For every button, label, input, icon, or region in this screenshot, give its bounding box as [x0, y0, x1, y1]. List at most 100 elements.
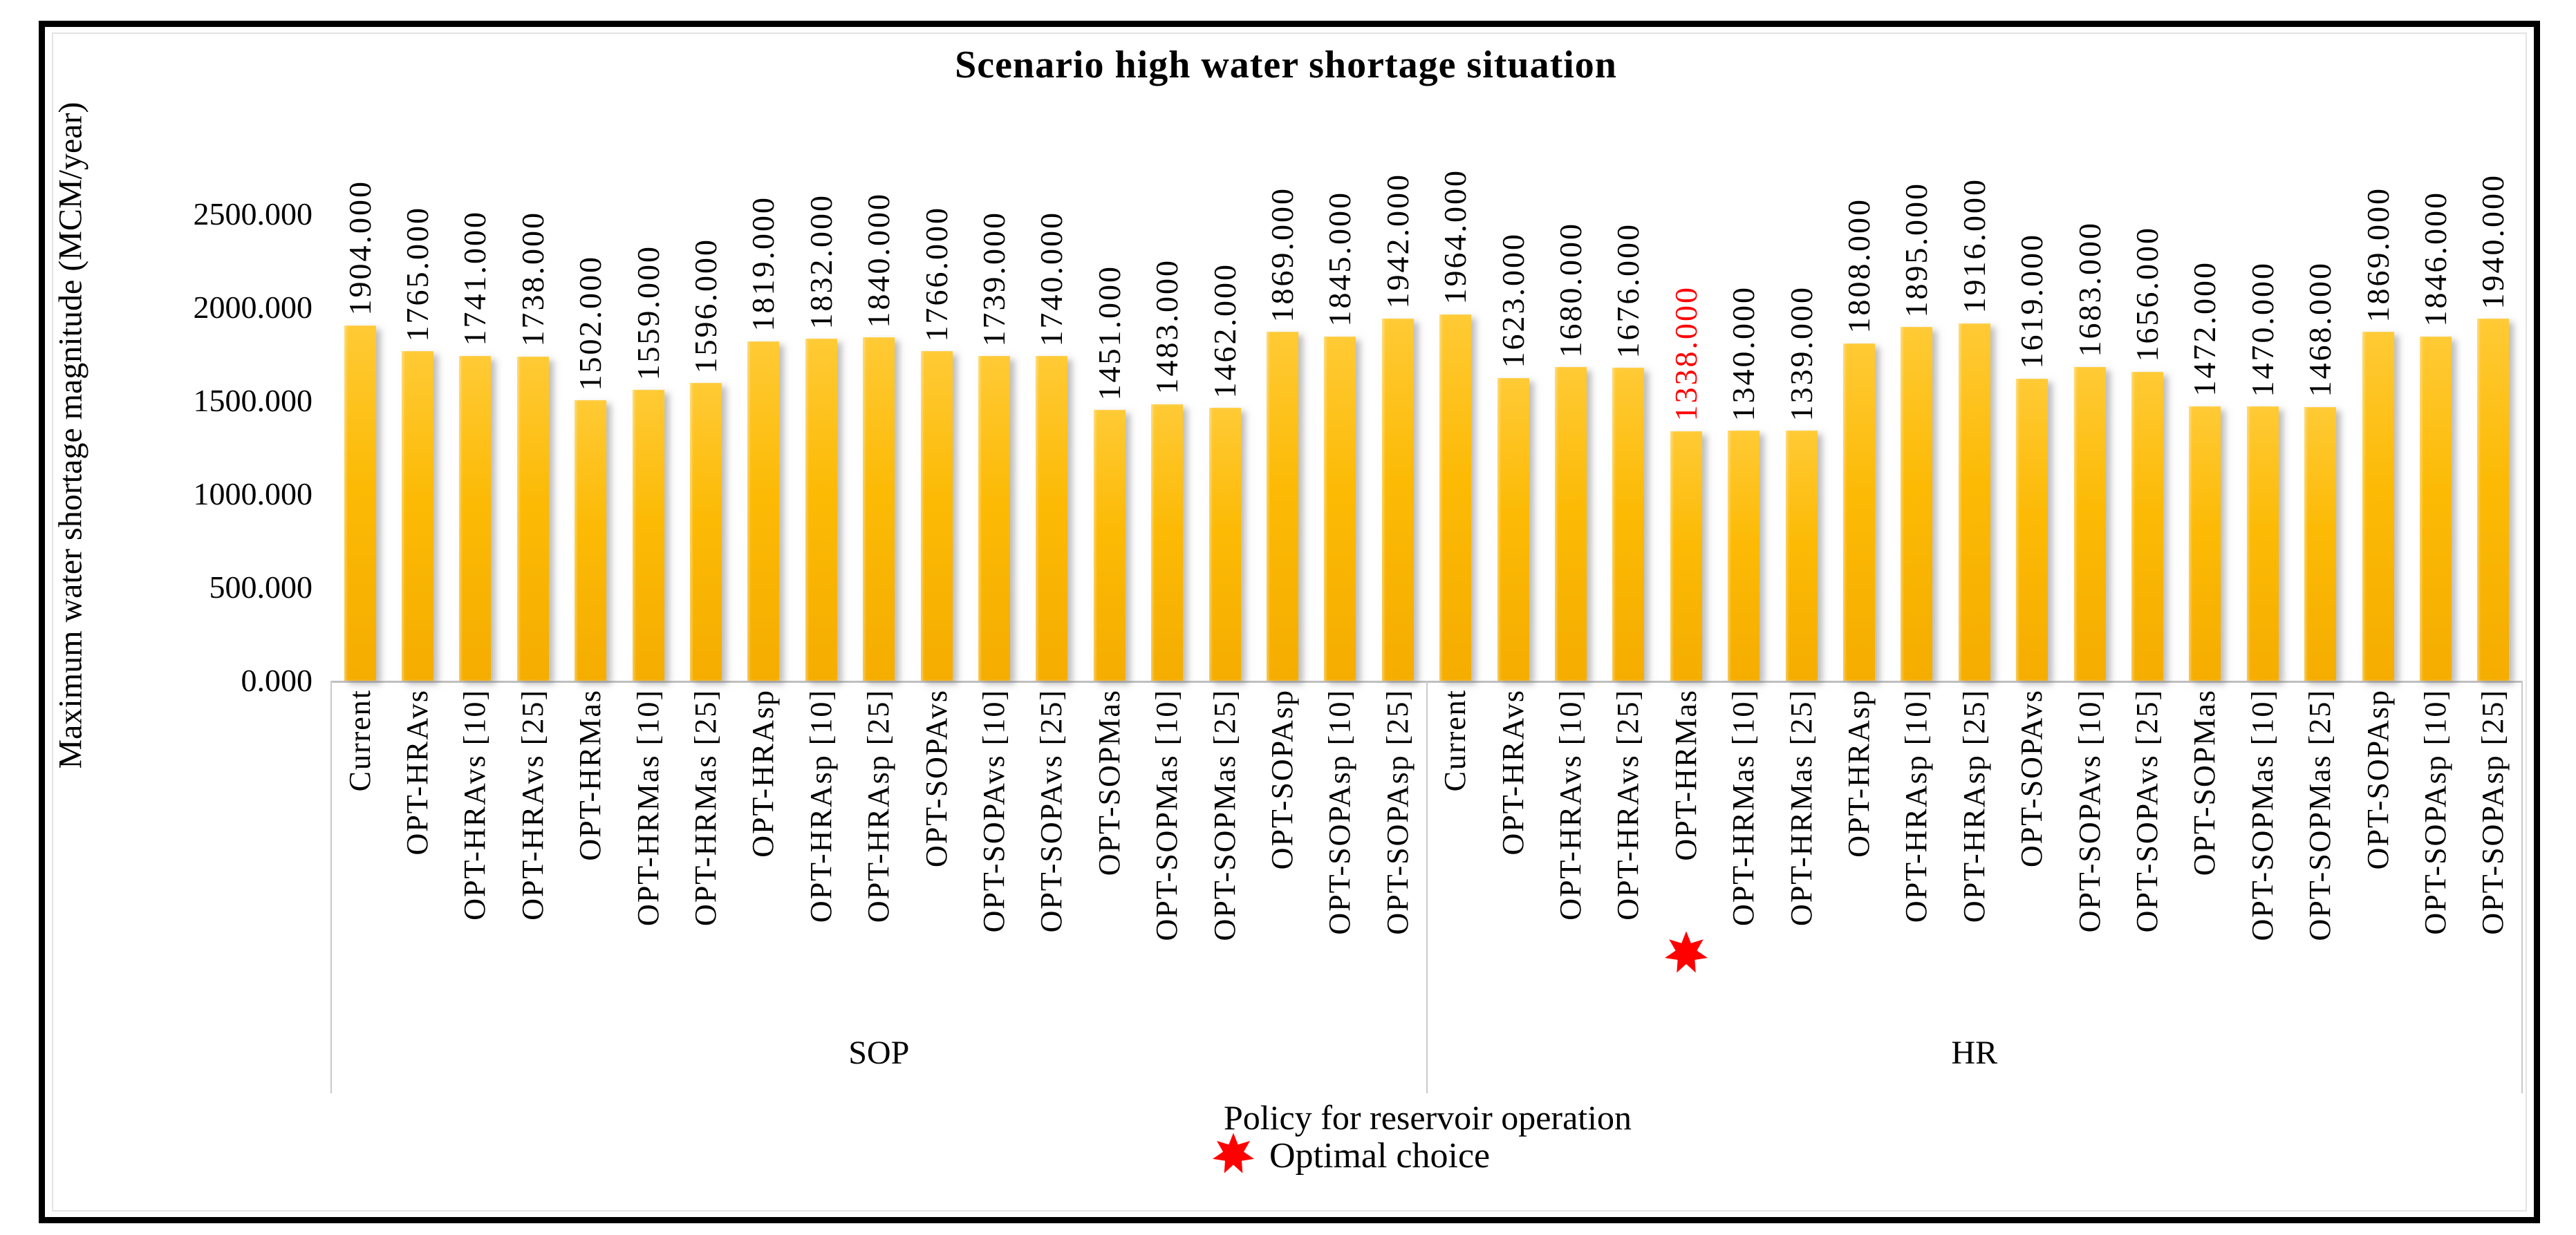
bar-value-label: 1964.000	[1437, 169, 1473, 305]
category-label: OPT-SOPAvs [10]	[2072, 689, 2107, 933]
category-label: OPT-SOPAsp [10]	[1323, 689, 1357, 935]
bar	[863, 337, 895, 681]
bar	[1497, 377, 1529, 681]
category-label: OPT-SOPMas [10]	[1150, 689, 1184, 941]
bar-value-label: 1845.000	[1322, 191, 1358, 327]
category-label: OPT-HRAsp	[1841, 689, 1876, 858]
bar	[516, 356, 549, 681]
y-tick-label: 2000.000	[193, 290, 313, 325]
bar-value-label: 1819.000	[745, 196, 781, 332]
bar	[2304, 406, 2337, 681]
bar-value-label: 1676.000	[1610, 222, 1646, 359]
bar-value-label: 1502.000	[572, 254, 608, 391]
bar	[1728, 431, 1760, 681]
bar-value-label: 1680.000	[1552, 221, 1588, 358]
bar	[1093, 410, 1126, 681]
bar-value-label: 1846.000	[2417, 191, 2453, 327]
bar-value-label: 1766.000	[918, 205, 954, 342]
category-label: OPT-HRAvs [10]	[1553, 689, 1587, 921]
bar	[1612, 368, 1645, 681]
bar	[978, 356, 1011, 681]
category-label: OPT-SOPAvs [25]	[1034, 689, 1069, 933]
category-axis-divider	[2521, 681, 2523, 1093]
bar-value-label-optimal: 1338.000	[1668, 285, 1704, 422]
category-label: OPT-HRAvs [10]	[458, 689, 492, 921]
bar	[2016, 378, 2048, 681]
category-label: OPT-SOPAvs [25]	[2129, 689, 2164, 933]
optimal-marker-star-icon	[1663, 930, 1709, 976]
bar-value-label: 1840.000	[861, 191, 897, 328]
category-label: OPT-SOPAvs [10]	[977, 689, 1011, 933]
bar-value-label: 1765.000	[400, 205, 436, 342]
bar	[344, 325, 376, 681]
category-label: OPT-SOPAsp [25]	[2476, 689, 2510, 935]
bar-value-label: 1916.000	[1956, 178, 1992, 314]
chart-title: Scenario high water shortage situation	[955, 44, 1617, 86]
group-label: SOP	[848, 1035, 910, 1071]
category-label: OPT-HRAvs [25]	[515, 689, 550, 921]
category-label: OPT-HRAvs	[400, 689, 435, 856]
bar-value-label: 1340.000	[1726, 285, 1762, 422]
bar-value-label: 1472.000	[2187, 261, 2223, 397]
bar	[1554, 367, 1587, 681]
bar	[2477, 319, 2510, 681]
bar-value-label: 1740.000	[1034, 210, 1070, 347]
category-label: OPT-SOPAvs	[2015, 689, 2049, 868]
bar	[632, 390, 664, 681]
category-label: OPT-SOPAsp	[2360, 689, 2395, 870]
category-label: OPT-HRMas	[573, 689, 608, 861]
bar-value-label: 1619.000	[2014, 233, 2050, 369]
category-label: OPT-SOPAsp [10]	[2418, 689, 2452, 935]
group-label: HR	[1951, 1035, 1998, 1071]
bar-value-label: 1739.000	[976, 210, 1012, 347]
bar	[1670, 431, 1702, 681]
y-tick-label: 0.000	[241, 663, 313, 698]
bar-value-label: 1596.000	[688, 237, 724, 374]
category-label: OPT-HRAsp [25]	[861, 689, 896, 923]
bar	[2131, 371, 2163, 681]
bar-value-label: 1741.000	[457, 210, 493, 346]
category-label: OPT-SOPAvs	[919, 689, 953, 868]
bar-value-label: 1462.000	[1206, 262, 1242, 399]
bar-value-label: 1559.000	[630, 244, 666, 381]
bar	[1439, 314, 1472, 681]
chart-border	[52, 32, 2527, 1212]
bar	[920, 351, 953, 681]
bar	[1151, 404, 1184, 681]
bar-value-label: 1468.000	[2302, 261, 2338, 397]
bar	[2246, 406, 2279, 681]
category-label: OPT-HRAsp [10]	[803, 689, 838, 923]
bar	[747, 341, 780, 681]
category-label: OPT-HRAsp [10]	[1899, 689, 1934, 923]
bar-value-label: 1339.000	[1783, 285, 1819, 422]
category-label: OPT-HRMas [25]	[1784, 689, 1818, 926]
legend: Optimal choice	[1211, 1132, 1490, 1180]
category-label: OPT-SOPAsp [25]	[1380, 689, 1415, 935]
bar-value-label: 1942.000	[1379, 173, 1415, 309]
bar-value-label: 1808.000	[1840, 198, 1876, 334]
bar	[1324, 336, 1356, 681]
bar-value-label: 1738.000	[514, 211, 550, 347]
bar	[2419, 336, 2452, 681]
bar	[402, 351, 434, 681]
category-label: OPT-HRMas	[1668, 689, 1703, 861]
category-label: OPT-SOPMas [25]	[1207, 689, 1242, 941]
category-label: OPT-SOPAsp	[1265, 689, 1299, 870]
category-label: OPT-SOPMas	[1092, 689, 1126, 876]
category-label: Current	[1438, 689, 1473, 792]
bar	[1958, 323, 1990, 681]
category-label: OPT-HRMas [25]	[689, 689, 723, 926]
category-label: OPT-HRAsp [25]	[1957, 689, 1991, 923]
category-label: OPT-SOPMas [25]	[2303, 689, 2337, 941]
bar	[1208, 408, 1241, 681]
category-axis-divider	[330, 681, 332, 1093]
bar-value-label: 1940.000	[2475, 173, 2511, 310]
category-label: OPT-HRMas [10]	[631, 689, 665, 926]
category-label: OPT-HRMas [10]	[1726, 689, 1761, 926]
bar	[1842, 343, 1875, 681]
y-tick-label: 2500.000	[193, 196, 313, 232]
x-axis-title: Policy for reservoir operation	[1223, 1098, 1632, 1137]
bar	[1267, 332, 1298, 681]
category-axis-divider	[1426, 681, 1428, 1093]
